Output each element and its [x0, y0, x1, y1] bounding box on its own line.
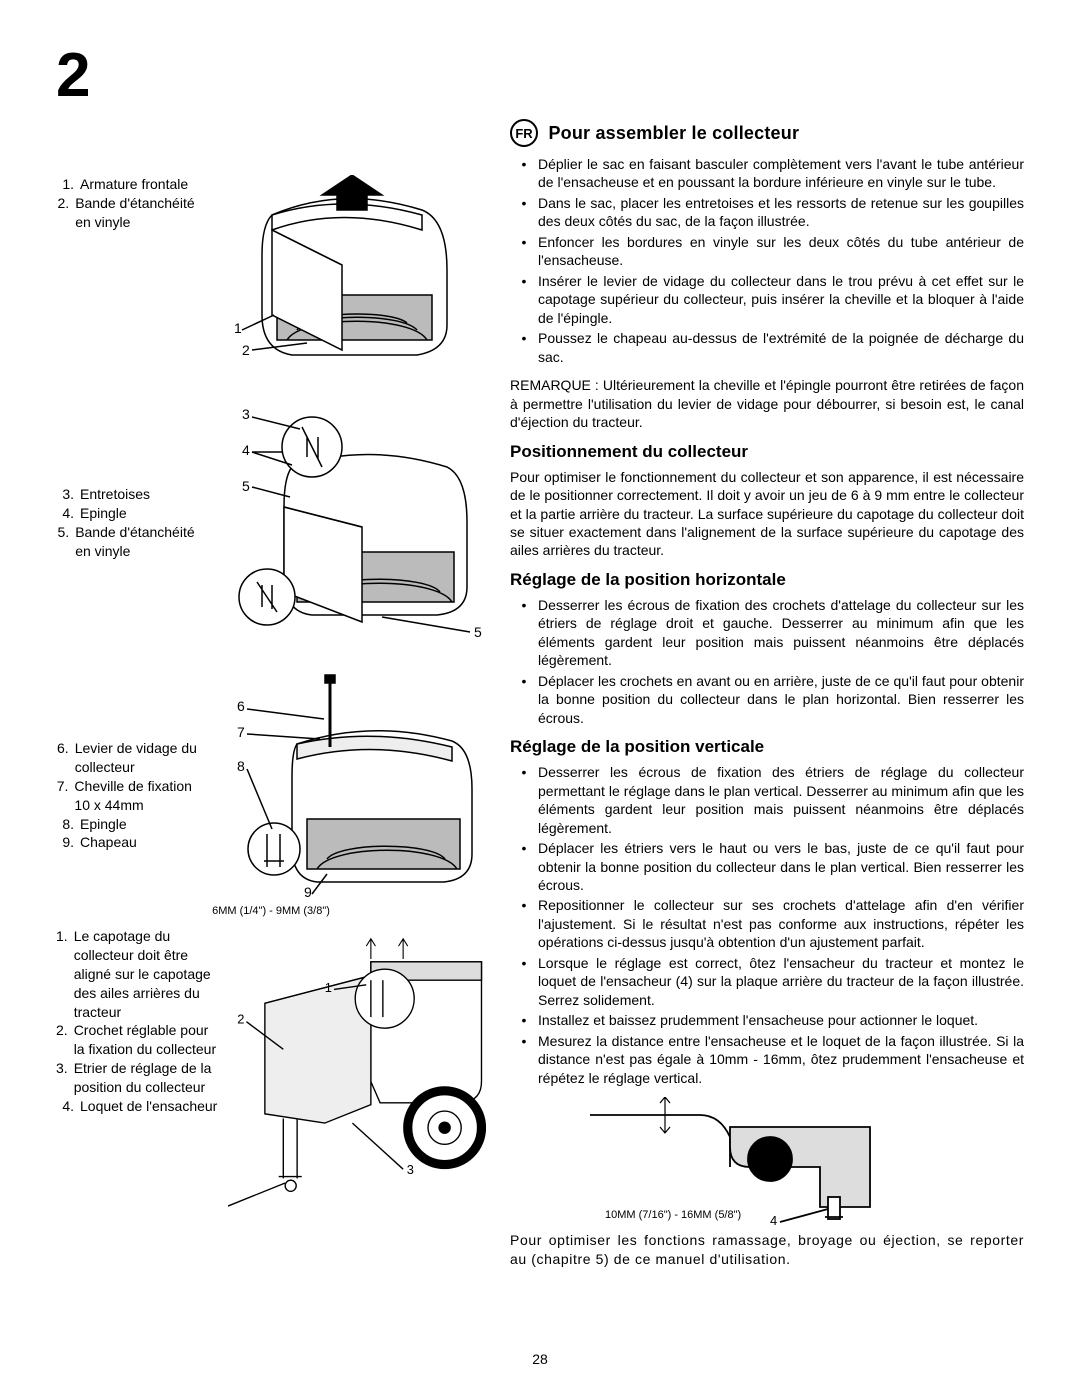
bullet-dot: • — [510, 194, 538, 231]
callout-2: 2 — [242, 342, 250, 358]
heading-horizontal: Réglage de la position horizontale — [510, 570, 1024, 590]
paragraph-position: Pour optimiser le fonctionnement du coll… — [510, 468, 1024, 560]
callout: 8 — [237, 758, 245, 774]
figure-1: 1 2 — [212, 175, 472, 385]
right-column: FR Pour assembler le collecteur •Déplier… — [510, 119, 1024, 1278]
figure-4: 1 2 3 4 — [228, 927, 486, 1227]
callout: 4 — [242, 442, 250, 458]
figure-5-wrapper: 4 10MM (7/16") - 16MM (5/8") — [510, 1097, 1024, 1227]
legend-num: 3. — [56, 1059, 68, 1097]
legend-text: Bande d'étanchéité en vinyle — [75, 194, 206, 232]
callout: 7 — [237, 724, 245, 740]
bullet-dot: • — [510, 1032, 538, 1087]
figure-2: 3 4 5 5 4 — [212, 397, 482, 657]
bullet-dot: • — [510, 896, 538, 951]
callout: 5 — [474, 624, 482, 640]
left-column: 1.Armature frontale 2.Bande d'étanchéité… — [56, 119, 486, 1278]
legend-text: Entretoises — [80, 485, 150, 504]
bullet-text: Installez et baissez prudemment l'ensach… — [538, 1011, 1024, 1029]
bullet-dot: • — [510, 272, 538, 327]
bullet-dot: • — [510, 1011, 538, 1029]
heading-assemble: Pour assembler le collecteur — [548, 123, 799, 143]
legend-num: 8. — [56, 815, 74, 834]
bullet-text: Poussez le chapeau au-dessus de l'extrém… — [538, 329, 1024, 366]
bullet-text: Déplacer les étriers vers le haut ou ver… — [538, 839, 1024, 894]
bullet-text: Déplacer les crochets en avant ou en arr… — [538, 672, 1024, 727]
figure-5: 4 — [570, 1097, 890, 1227]
bullet-text: Dans le sac, placer les entretoises et l… — [538, 194, 1024, 231]
callout: 6 — [237, 698, 245, 714]
bullet-text: Enfoncer les bordures en vinyle sur les … — [538, 233, 1024, 270]
fr-badge-icon: FR — [510, 119, 538, 147]
bullet-text: Lorsque le réglage est correct, ôtez l'e… — [538, 954, 1024, 1009]
bullets-assemble: •Déplier le sac en faisant basculer comp… — [510, 155, 1024, 366]
figure-2-row: 3. Entretoises 4. Epingle 5.Bande d'étanch… — [56, 397, 486, 657]
legend-3: 6.Levier de vidage du collecteur 7.Chevi… — [56, 739, 206, 852]
callout: 1 — [325, 980, 332, 995]
bullet-dot: • — [510, 155, 538, 192]
legend-text: Levier de vidage du collecteur — [75, 739, 206, 777]
bullet-dot: • — [510, 672, 538, 727]
legend-num: 3. — [56, 485, 74, 504]
legend-text: Epingle — [80, 815, 127, 834]
bullets-horizontal: •Desserrer les écrous de fixation des cr… — [510, 596, 1024, 727]
page-number: 28 — [532, 1351, 548, 1367]
bullet-text: Repositionner le collecteur sur ses croc… — [538, 896, 1024, 951]
callout: 4 — [770, 1213, 777, 1227]
bullet-dot: • — [510, 329, 538, 366]
callout: 5 — [242, 478, 250, 494]
callout: 2 — [237, 1012, 244, 1027]
bullet-dot: • — [510, 839, 538, 894]
note-paragraph: REMARQUE : Ultérieurement la cheville et… — [510, 376, 1024, 431]
callout-1: 1 — [234, 320, 242, 336]
legend-text: Crochet réglable pour la fixation du col… — [74, 1021, 222, 1059]
bullet-dot: • — [510, 233, 538, 270]
legend-text: Cheville de fixation 10 x 44mm — [74, 777, 206, 815]
legend-num: 1. — [56, 927, 68, 1021]
bullets-vertical: •Desserrer les écrous de fixation des ét… — [510, 763, 1024, 1087]
bullet-dot: • — [510, 763, 538, 837]
two-column-layout: 1.Armature frontale 2.Bande d'étanchéité… — [56, 119, 1024, 1278]
callout: 3 — [242, 406, 250, 422]
legend-num: 9. — [56, 833, 74, 852]
legend-num: 1. — [56, 175, 74, 194]
dimension-label-bottom: 10MM (7/16") - 16MM (5/8") — [605, 1209, 741, 1221]
figure-1-row: 1. Armature frontale 2.Bande d'étanchéité… — [56, 175, 486, 385]
legend-text: Epingle — [80, 504, 127, 523]
legend-text: Bande d'étanchéité en vinyle — [75, 523, 206, 561]
bullet-text: Déplier le sac en faisant basculer compl… — [538, 155, 1024, 192]
callout: 9 — [304, 884, 312, 899]
legend-num: 5. — [56, 523, 69, 561]
footer-paragraph: Pour optimiser les fonctions ramassage, … — [510, 1231, 1024, 1268]
legend-num: 7. — [56, 777, 68, 815]
legend-4: 1.Le capotage du collecteur doit être al… — [56, 927, 222, 1116]
bullet-dot: • — [510, 954, 538, 1009]
figure-3-row: 6.Levier de vidage du collecteur 7.Chevi… — [56, 669, 486, 899]
legend-text: Etrier de réglage de la position du coll… — [74, 1059, 222, 1097]
legend-2: 3. Entretoises 4. Epingle 5.Bande d'étanch… — [56, 485, 206, 561]
bullet-text: Mesurez la distance entre l'ensacheuse e… — [538, 1032, 1024, 1087]
bullet-text: Insérer le levier de vidage du collecteu… — [538, 272, 1024, 327]
callout: 3 — [407, 1162, 414, 1177]
legend-1: 1. Armature frontale 2.Bande d'étanchéité… — [56, 175, 206, 232]
heading-row-assemble: FR Pour assembler le collecteur — [510, 119, 1024, 147]
legend-num: 4. — [56, 1097, 74, 1116]
bullet-dot: • — [510, 596, 538, 670]
bullet-text: Desserrer les écrous de fixation des cro… — [538, 596, 1024, 670]
figure-3: 6 7 8 9 — [212, 669, 482, 899]
dimension-label-top: 6MM (1/4") - 9MM (3/8") — [56, 905, 486, 917]
legend-num: 2. — [56, 1021, 68, 1059]
section-number: 2 — [56, 40, 1024, 111]
heading-vertical: Réglage de la position verticale — [510, 737, 1024, 757]
legend-num: 4. — [56, 504, 74, 523]
figure-4-row: 1.Le capotage du collecteur doit être al… — [56, 927, 486, 1227]
bullet-text: Desserrer les écrous de fixation des étr… — [538, 763, 1024, 837]
heading-position: Positionnement du collecteur — [510, 442, 1024, 462]
legend-text: Loquet de l'ensacheur — [80, 1097, 217, 1116]
legend-text: Chapeau — [80, 833, 137, 852]
legend-num: 6. — [56, 739, 69, 777]
legend-text: Armature frontale — [80, 175, 188, 194]
legend-text: Le capotage du collecteur doit être alig… — [74, 927, 222, 1021]
legend-num: 2. — [56, 194, 69, 232]
